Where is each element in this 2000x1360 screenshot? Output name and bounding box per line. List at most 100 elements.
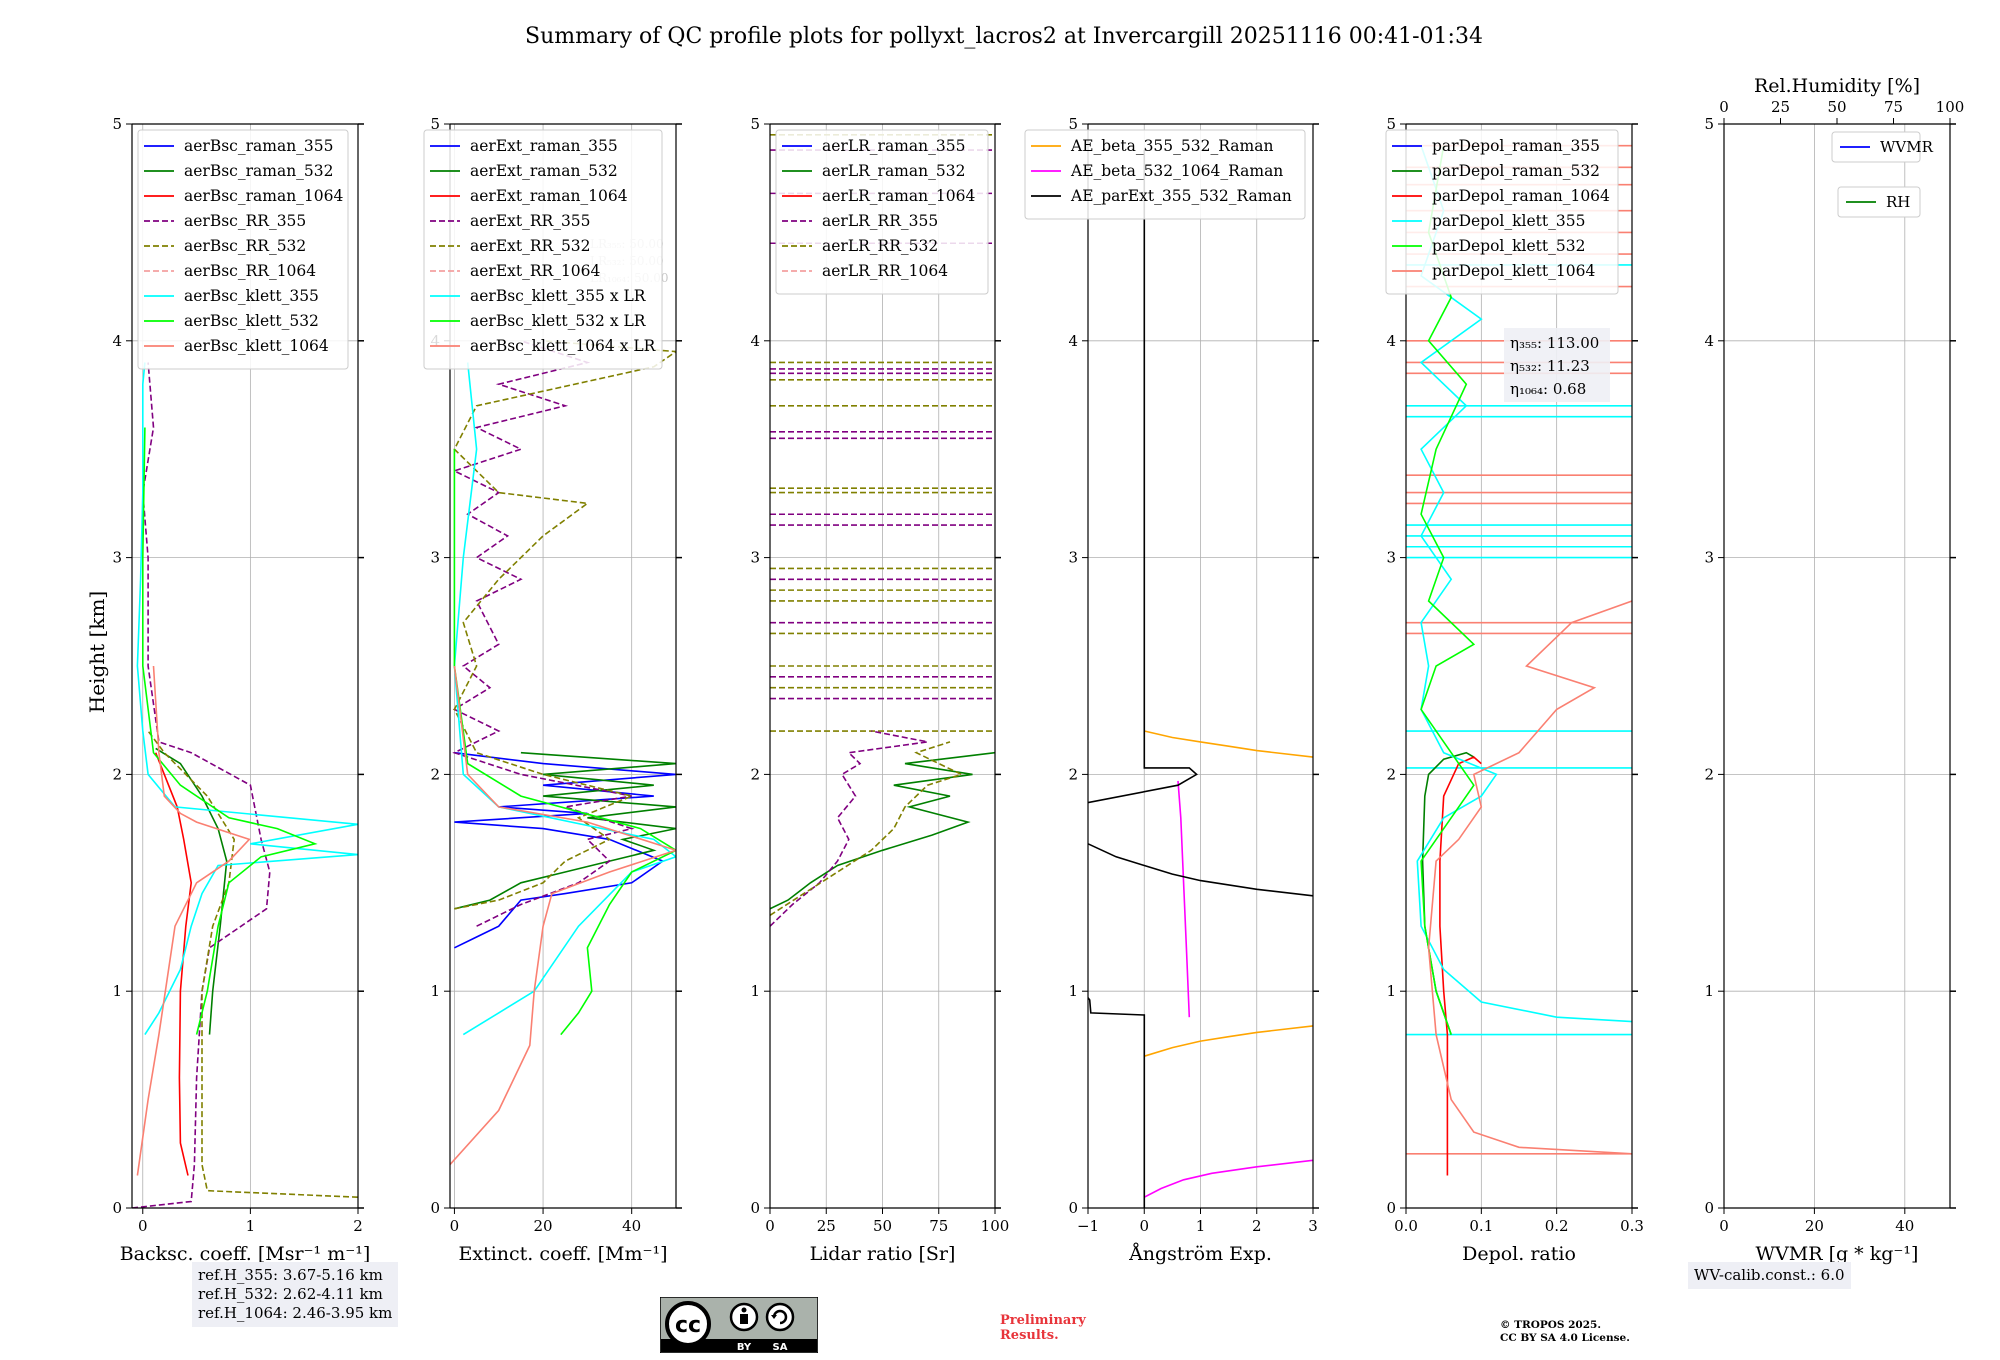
y-tick-label: 4: [750, 332, 760, 350]
y-tick-label: 3: [1068, 549, 1078, 567]
by-label: BY: [737, 1342, 752, 1353]
x-axis-label: Depol. ratio: [1462, 1243, 1576, 1265]
legend-label: aerLR_raman_355: [822, 137, 965, 155]
series-line: [452, 340, 635, 927]
top-x-tick-label: 75: [1884, 98, 1903, 116]
legend-label: aerBsc_raman_532: [184, 162, 334, 180]
panel-bsc: 0 1 2 0 1 2 3 4 5 Backsc. coeff. [Msr⁻¹ m⁻¹] aerBs…: [112, 115, 370, 1265]
x-tick-label: 0.3: [1620, 1217, 1644, 1235]
panel-lr: 0 25 50 75 100 0 1 2 3 4 5 Lidar ratio [Sr] aerLR_ra…: [750, 115, 1009, 1265]
x-tick-label: 40: [622, 1217, 641, 1235]
x-axis-label: Extinct. coeff. [Mm⁻¹]: [458, 1243, 667, 1265]
series-line: [450, 665, 676, 1166]
legend-label: aerBsc_klett_355 x LR: [470, 287, 647, 305]
inset-text: η₁₀₆₄: 0.68: [1510, 380, 1586, 398]
reference-heights-box: ref.H_355: 3.67-5.16 km ref.H_532: 2.62-…: [192, 1262, 399, 1327]
y-tick-label: 2: [1386, 765, 1396, 783]
series-line: [453, 340, 676, 910]
top-x-tick-label: 50: [1827, 98, 1846, 116]
legend-label: aerLR_RR_1064: [822, 262, 948, 280]
series-line: [142, 427, 318, 1035]
series-line: [454, 751, 676, 949]
legend-box: [1837, 186, 1921, 218]
y-tick-label: 0: [1386, 1199, 1396, 1217]
legend-label: WVMR: [1880, 138, 1934, 156]
legend-box: [1024, 129, 1306, 220]
x-tick-label: 75: [929, 1217, 948, 1235]
legend-label: aerExt_RR_532: [470, 237, 591, 255]
legend-label: aerBsc_klett_532 x LR: [470, 312, 647, 330]
legend-label: aerBsc_klett_532: [184, 312, 319, 330]
y-tick-label: 4: [1068, 332, 1078, 350]
y-tick-label: 2: [1068, 765, 1078, 783]
x-axis-label: WVMR [g * kg⁻¹]: [1756, 1243, 1919, 1265]
legend-label: aerExt_RR_355: [470, 212, 591, 230]
x-tick-label: 40: [1895, 1217, 1914, 1235]
y-tick-label: 3: [112, 549, 122, 567]
legend-label: aerBsc_RR_532: [184, 237, 306, 255]
top-x-tick-label: 0: [1719, 98, 1729, 116]
series-line: [1088, 997, 1146, 1208]
x-axis-label: Backsc. coeff. [Msr⁻¹ m⁻¹]: [120, 1243, 371, 1265]
top-x-tick-label: 25: [1771, 98, 1790, 116]
y-tick-label: 0: [112, 1199, 122, 1217]
legend-label: aerBsc_klett_1064: [184, 337, 329, 355]
y-tick-label: 0: [750, 1199, 760, 1217]
y-tick-label: 2: [430, 765, 440, 783]
copyright-line-2: CC BY SA 4.0 License.: [1500, 1332, 1630, 1344]
wv-calibration-box: WV-calib.const.: 6.0: [1688, 1262, 1851, 1289]
y-tick-label: 2: [750, 765, 760, 783]
legend-box: [1831, 131, 1921, 163]
preliminary-line-1: Preliminary: [1000, 1313, 1086, 1328]
legend-label: parDepol_klett_532: [1432, 237, 1585, 255]
legend-label: aerExt_raman_532: [470, 162, 618, 180]
inset-text: η₃₅₅: 113.00: [1510, 334, 1599, 352]
ref-height-355: ref.H_355: 3.67-5.16 km: [198, 1266, 383, 1284]
series-line: [136, 362, 358, 1036]
y-tick-label: 1: [1704, 982, 1714, 1000]
legend-label: aerExt_raman_1064: [470, 187, 628, 205]
plot-area: [450, 340, 676, 1166]
legend-label: aerExt_RR_1064: [470, 262, 601, 280]
y-tick-label: 1: [430, 982, 440, 1000]
legend-label: parDepol_raman_355: [1432, 137, 1600, 155]
legend-label: parDepol_raman_1064: [1432, 187, 1610, 205]
preliminary-line-2: Results.: [1000, 1328, 1059, 1343]
y-tick-label: 1: [750, 982, 760, 1000]
x-tick-label: 2: [353, 1217, 363, 1235]
legend-label: aerExt_raman_355: [470, 137, 618, 155]
y-tick-label: 4: [1704, 332, 1714, 350]
series-line: [136, 665, 251, 1176]
x-tick-label: 1: [1196, 1217, 1206, 1235]
y-tick-label: 5: [1386, 115, 1396, 133]
y-tick-label: 3: [1386, 549, 1396, 567]
sa-label: SA: [773, 1342, 788, 1353]
plot-area: [1406, 144, 1632, 1176]
top-x-tick-label: 100: [1936, 98, 1965, 116]
legend-label: aerLR_raman_1064: [822, 187, 975, 205]
series-line: [454, 751, 676, 910]
legend-label: aerBsc_RR_355: [184, 212, 306, 230]
x-tick-label: 0: [450, 1217, 460, 1235]
inset-text: η₅₃₂: 11.23: [1510, 357, 1590, 375]
legend-label: aerBsc_klett_1064 x LR: [470, 337, 657, 355]
y-tick-label: 5: [1068, 115, 1078, 133]
series-line: [1143, 1159, 1313, 1198]
series-line: [770, 741, 964, 916]
preliminary-results-note: Preliminary Results.: [1000, 1313, 1086, 1343]
cc-symbol: cc: [675, 1313, 701, 1338]
series-line: [1420, 145, 1476, 1035]
x-tick-label: 1: [246, 1217, 256, 1235]
x-tick-label: −1: [1077, 1217, 1099, 1235]
series-line: [1144, 730, 1313, 758]
y-tick-label: 0: [1704, 1199, 1714, 1217]
series-line: [770, 730, 928, 927]
x-tick-label: 100: [981, 1217, 1010, 1235]
chart-panels: 0 1 2 0 1 2 3 4 5 Backsc. coeff. [Msr⁻¹ m⁻¹] aerBs…: [112, 75, 1964, 1265]
series-line: [770, 751, 995, 910]
figure-title: Summary of QC profile plots for pollyxt_…: [525, 24, 1483, 49]
x-tick-label: 0.2: [1545, 1217, 1569, 1235]
x-tick-label: 0: [1139, 1217, 1149, 1235]
